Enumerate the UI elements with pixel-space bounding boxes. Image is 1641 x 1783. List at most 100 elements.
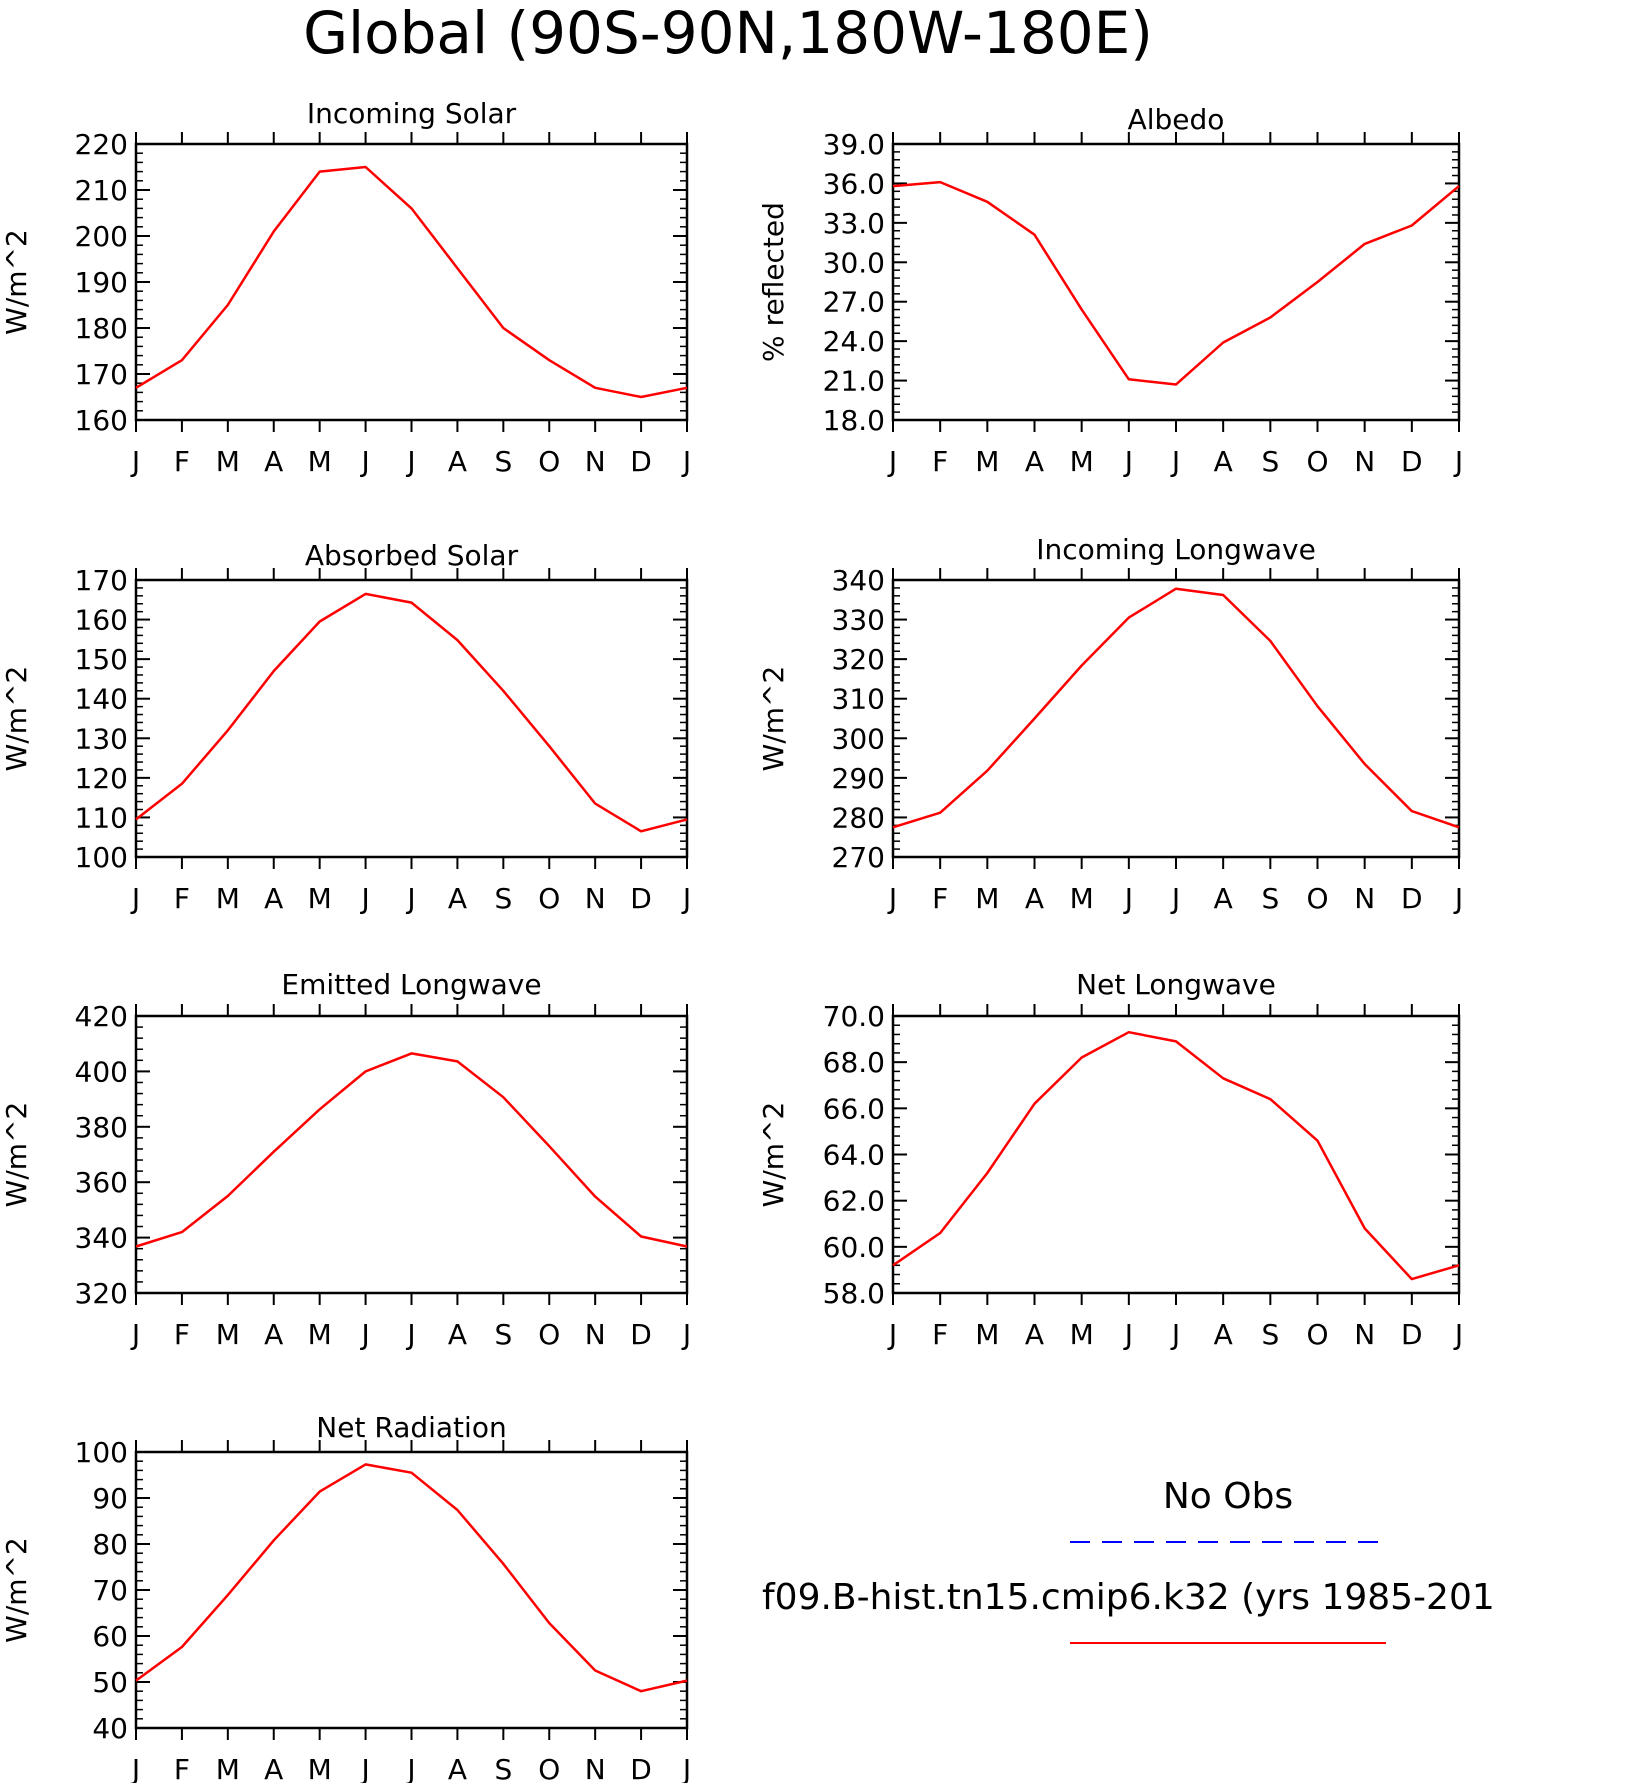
model-series-line: [135, 1052, 688, 1248]
y-tick-label: 400: [75, 1055, 128, 1088]
y-tick-label: 18.0: [823, 404, 885, 437]
y-tick-label: 60.0: [823, 1231, 885, 1264]
model-series-line: [135, 592, 688, 833]
x-tick-label: M: [308, 882, 332, 915]
x-tick-label: N: [585, 445, 606, 478]
x-tick-label: D: [630, 445, 652, 478]
x-tick-label: N: [1354, 1318, 1375, 1351]
x-tick-label: A: [1025, 445, 1044, 478]
x-tick-label: S: [494, 1318, 512, 1351]
y-tick-label: 340: [832, 564, 885, 597]
plot-frame: [891, 578, 1461, 859]
x-tick-label: S: [1261, 1318, 1279, 1351]
plot-frame: [134, 578, 689, 859]
x-tick-label: F: [174, 882, 190, 915]
y-tick-label: 110: [75, 801, 128, 834]
x-tick-label: S: [494, 1753, 512, 1783]
x-tick-label: A: [448, 882, 467, 915]
legend-model-label: f09.B-hist.tn15.cmip6.k32 (yrs 1985-201: [762, 1577, 1495, 1618]
y-tick-label: 170: [75, 358, 128, 391]
x-tick-label: S: [1261, 445, 1279, 478]
x-tick-label: J: [405, 1318, 415, 1351]
x-tick-label: J: [130, 882, 140, 915]
y-tick-label: 160: [75, 404, 128, 437]
panel-net-longwave: 58.060.062.064.066.068.070.0J F M A M J J A S O N D…: [757, 968, 1463, 1351]
panel-albedo: 18.021.024.027.030.033.036.039.0J F M A M J J A…: [757, 103, 1463, 478]
model-series-line: [892, 180, 1460, 386]
x-tick-label: O: [538, 445, 560, 478]
x-tick-label: A: [264, 1753, 283, 1783]
x-tick-label: D: [630, 1753, 652, 1783]
x-tick-label: F: [174, 445, 190, 478]
y-tick-label: 140: [75, 683, 128, 716]
y-tick-label: 320: [832, 643, 885, 676]
x-tick-label: M: [975, 445, 999, 478]
x-tick-label: J: [681, 882, 691, 915]
x-tick-label: D: [630, 1318, 652, 1351]
x-tick-label: A: [264, 1318, 283, 1351]
x-tick-label: J: [405, 1753, 415, 1783]
x-tick-label: M: [1070, 1318, 1094, 1351]
x-tick-label: S: [1261, 882, 1279, 915]
x-tick-label: A: [1025, 1318, 1044, 1351]
model-series-line: [135, 165, 688, 399]
y-tick-label: 200: [75, 220, 128, 253]
x-tick-label: M: [308, 1753, 332, 1783]
x-tick-label: N: [585, 882, 606, 915]
plot-frame: [891, 1014, 1461, 1295]
panel-title: Absorbed Solar: [305, 539, 519, 572]
y-tick-label: 64.0: [823, 1139, 885, 1172]
x-tick-label: J: [1453, 445, 1463, 478]
y-tick-label: 170: [75, 564, 128, 597]
y-tick-label: 310: [832, 683, 885, 716]
y-tick-label: 420: [75, 1000, 128, 1033]
model-series-line: [135, 1463, 688, 1693]
x-tick-label: M: [308, 445, 332, 478]
x-tick-label: J: [359, 1753, 369, 1783]
x-tick-label: F: [174, 1318, 190, 1351]
x-tick-label: O: [1306, 1318, 1328, 1351]
x-tick-label: O: [538, 1753, 560, 1783]
x-tick-label: F: [932, 445, 948, 478]
x-tick-label: J: [1170, 1318, 1180, 1351]
y-tick-label: 130: [75, 722, 128, 755]
y-tick-label: 100: [75, 1436, 128, 1469]
y-tick-label: 21.0: [823, 365, 885, 398]
legend: No Obs f09.B-hist.tn15.cmip6.k32 (yrs 19…: [762, 1476, 1495, 1644]
y-tick-label: 290: [832, 762, 885, 795]
plot-frame: [134, 1014, 689, 1295]
x-tick-label: J: [1170, 445, 1180, 478]
y-tick-label: 24.0: [823, 325, 885, 358]
x-tick-label: A: [448, 445, 467, 478]
y-tick-label: 190: [75, 266, 128, 299]
y-tick-label: 360: [75, 1166, 128, 1199]
y-tick-label: 36.0: [823, 167, 885, 200]
x-tick-label: D: [1401, 1318, 1423, 1351]
y-tick-label: 150: [75, 643, 128, 676]
x-tick-label: F: [932, 1318, 948, 1351]
x-tick-label: J: [887, 1318, 897, 1351]
y-tick-label: 100: [75, 841, 128, 874]
x-tick-label: J: [1123, 882, 1133, 915]
y-tick-label: 180: [75, 312, 128, 345]
x-tick-label: A: [264, 445, 283, 478]
y-tick-label: 80: [92, 1528, 128, 1561]
y-tick-label: 62.0: [823, 1185, 885, 1218]
y-tick-label: 90: [92, 1482, 128, 1515]
x-tick-label: J: [130, 445, 140, 478]
x-tick-label: J: [359, 1318, 369, 1351]
x-tick-label: N: [585, 1318, 606, 1351]
x-tick-label: A: [1214, 1318, 1233, 1351]
x-tick-label: J: [405, 445, 415, 478]
x-tick-label: S: [494, 882, 512, 915]
x-tick-label: D: [1401, 882, 1423, 915]
x-tick-label: J: [359, 445, 369, 478]
y-tick-label: 300: [832, 722, 885, 755]
y-tick-label: 70: [92, 1574, 128, 1607]
y-tick-label: 58.0: [823, 1277, 885, 1310]
y-axis-label: W/m^2: [0, 1537, 33, 1643]
